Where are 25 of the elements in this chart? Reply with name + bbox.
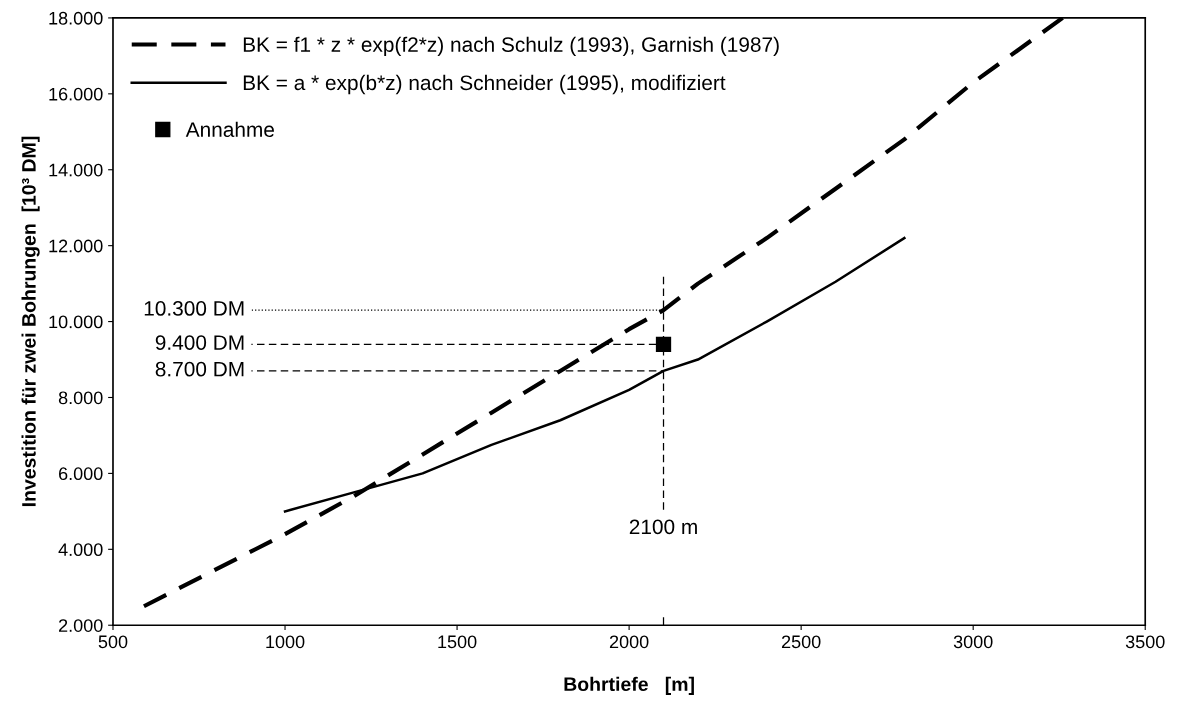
y-tick-label: 18.000	[49, 11, 103, 25]
x-tick-label: 2500	[781, 635, 821, 649]
x-tick-label: 3500	[1125, 635, 1165, 649]
x-axis-title: Bohrtiefe [m]	[564, 676, 694, 695]
legend-label: Annahme	[185, 121, 274, 137]
y-tick-label: 16.000	[49, 87, 103, 101]
y-tick-label: 14.000	[49, 163, 103, 177]
y-tick-label: 10.000	[49, 315, 103, 329]
x-tick-label: 500	[98, 635, 128, 649]
x-tick-label: 1500	[438, 635, 477, 649]
ref-line-label: 10.300 DM	[144, 301, 244, 316]
legend-label: BK = a * exp(b*z) nach Schneider (1995), modifiziert	[243, 74, 726, 95]
y-tick-label: 12.000	[49, 239, 103, 253]
x-tick-label: 1000	[266, 635, 305, 649]
legend-label: BK = f1 * z * exp(f2*z) nach Schulz (1993), Garnish (1987)	[243, 36, 779, 57]
x-tick-label: 2000	[609, 635, 649, 649]
y-tick-label: 4.000	[58, 543, 103, 557]
ref-line-label: 2100 m	[629, 519, 697, 535]
ref-line-label: 9.400 DM	[155, 335, 244, 350]
y-tick-label: 2.000	[59, 619, 103, 632]
y-tick-label: 8.000	[58, 391, 103, 405]
y-axis-title: Investition für zwei Bohrungen [10³ DM]	[21, 136, 40, 507]
x-tick-label: 3000	[953, 635, 993, 649]
y-tick-label: 6.000	[59, 467, 103, 481]
ref-line-label: 8.700 DM	[155, 361, 244, 377]
